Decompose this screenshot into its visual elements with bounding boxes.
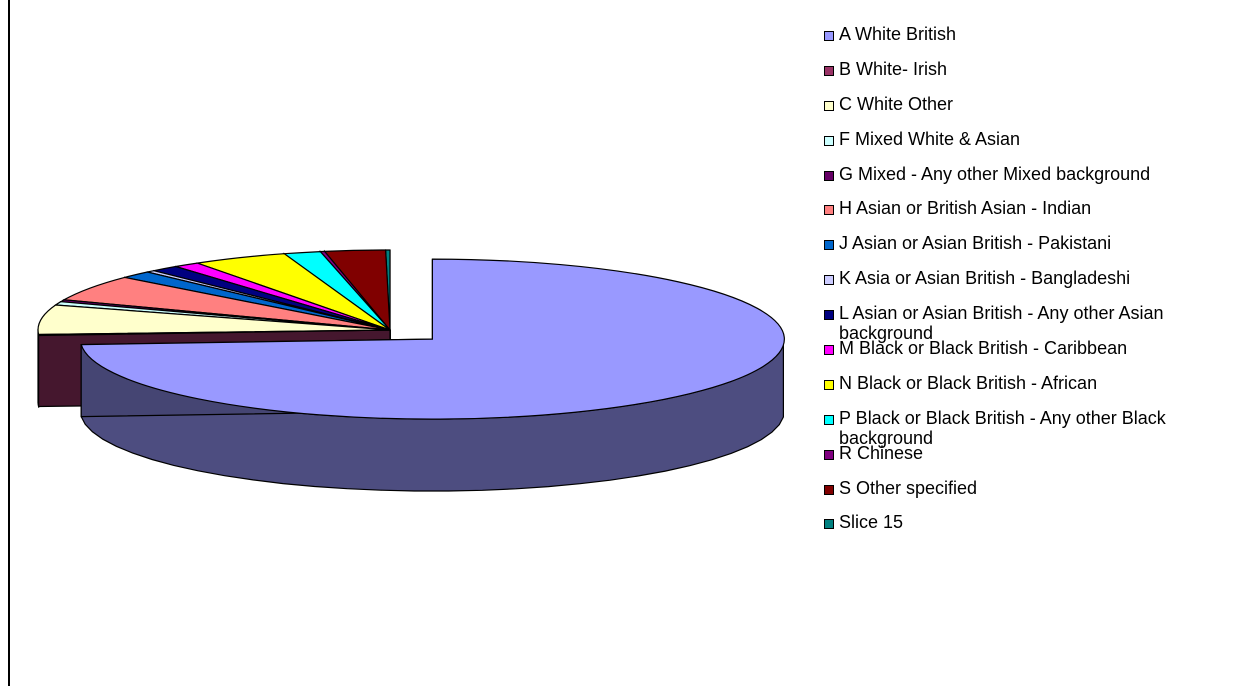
legend-swatch <box>824 449 834 460</box>
legend-swatch <box>824 379 834 390</box>
legend-label: L Asian or Asian British - Any other Asi… <box>839 303 1164 344</box>
legend-label: R Chinese <box>839 442 924 463</box>
legend-item: G Mixed - Any other Mixed background <box>824 164 1244 199</box>
legend-item: P Black or Black British - Any other Bla… <box>824 408 1244 448</box>
legend-swatch <box>824 345 834 356</box>
legend-swatch <box>824 31 834 41</box>
legend-item: N Black or Black British - African <box>824 373 1244 408</box>
legend-item: R Chinese <box>824 443 1244 478</box>
pie-slice-1 <box>80 258 785 420</box>
legend-item: B White- Irish <box>824 59 1244 94</box>
pie-chart <box>37 249 785 492</box>
legend-swatch <box>824 275 834 286</box>
chart-left-border <box>8 0 10 686</box>
legend-label: A White British <box>839 24 957 44</box>
legend-swatch <box>824 65 834 76</box>
legend-label: H Asian or British Asian - Indian <box>839 198 1092 219</box>
legend-swatch <box>824 100 834 111</box>
legend-label: C White Other <box>839 93 954 114</box>
legend-label: N Black or Black British - African <box>839 372 1098 393</box>
legend-label: J Asian or Asian British - Pakistani <box>839 233 1112 254</box>
legend-label: K Asia or Asian British - Bangladeshi <box>839 268 1131 289</box>
legend-label: Slice 15 <box>839 512 904 533</box>
legend-item: J Asian or Asian British - Pakistani <box>824 233 1244 268</box>
legend-label: B White- Irish <box>839 58 948 79</box>
legend-item: C White Other <box>824 94 1244 129</box>
legend-item: Slice 15 <box>824 512 1244 547</box>
legend-label: G Mixed - Any other Mixed background <box>839 163 1151 184</box>
legend-swatch <box>824 170 834 181</box>
legend-item: K Asia or Asian British - Bangladeshi <box>824 268 1244 303</box>
legend-item: A White British <box>824 24 1244 59</box>
legend-swatch <box>824 135 834 146</box>
legend-item: L Asian or Asian British - Any other Asi… <box>824 303 1244 343</box>
legend-label: F Mixed White & Asian <box>839 128 1021 149</box>
legend-swatch <box>824 519 834 530</box>
legend-label: P Black or Black British - Any other Bla… <box>839 407 1166 448</box>
legend-swatch <box>824 240 834 251</box>
legend-item: M Black or Black British - Caribbean <box>824 338 1244 373</box>
chart-legend: A White British B White- Irish C White Oth… <box>824 24 1244 547</box>
legend-label: M Black or Black British - Caribbean <box>839 338 1128 359</box>
legend-swatch <box>824 484 834 495</box>
legend-item: S Other specified <box>824 478 1244 513</box>
legend-swatch <box>824 205 834 216</box>
legend-label: S Other specified <box>839 477 978 498</box>
legend-item: F Mixed White & Asian <box>824 129 1244 164</box>
legend-item: H Asian or British Asian - Indian <box>824 198 1244 233</box>
legend-swatch <box>824 414 834 425</box>
pie-slice-2 <box>37 329 391 337</box>
legend-swatch <box>824 310 834 321</box>
